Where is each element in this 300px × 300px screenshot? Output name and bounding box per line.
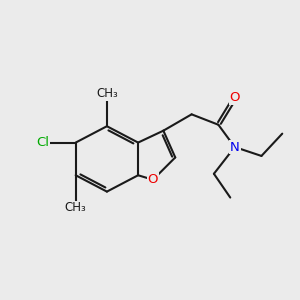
- Text: CH₃: CH₃: [96, 87, 118, 100]
- Text: N: N: [230, 140, 240, 154]
- Text: Cl: Cl: [37, 136, 50, 149]
- Text: CH₃: CH₃: [65, 202, 87, 214]
- Text: O: O: [230, 92, 240, 104]
- Text: O: O: [148, 173, 158, 186]
